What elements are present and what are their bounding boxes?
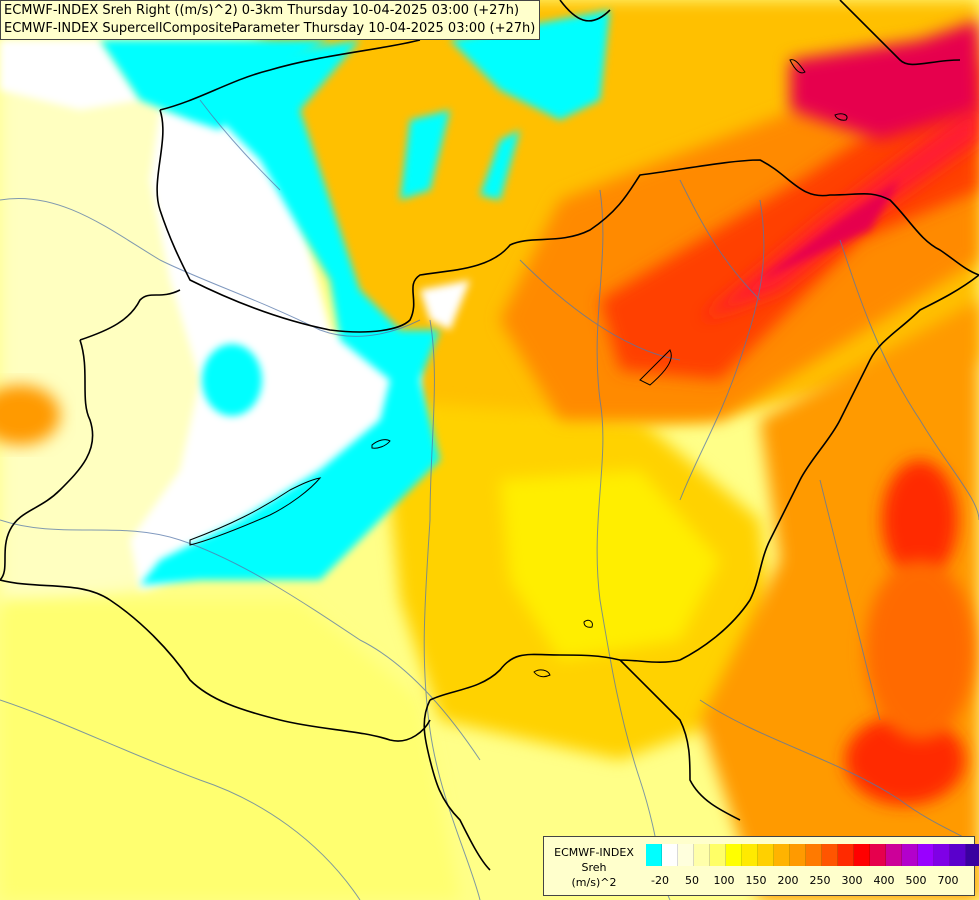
- cyan-streak-1: [400, 110, 450, 200]
- legend-swatch: [902, 844, 918, 866]
- legend-tick-label: 400: [873, 874, 895, 887]
- legend-tick-label: 50: [685, 874, 699, 887]
- legend-model: ECMWF-INDEX: [554, 846, 634, 859]
- legend-swatch: [710, 844, 726, 866]
- cyan-channel: [140, 40, 440, 585]
- lake-river-ne: [639, 349, 672, 386]
- legend-tick-labels: -20 50 100 150 200 250 300 400 500 700: [646, 874, 976, 888]
- border-east-1: [679, 274, 979, 661]
- legend-tick-label: 150: [745, 874, 767, 887]
- rivers: [0, 99, 979, 900]
- legend-color-bar: [646, 844, 979, 866]
- red-blob-east-2: [845, 715, 965, 805]
- color-legend: ECMWF-INDEX Sreh (m/s)^2 -20 50 100 150 200 2…: [543, 836, 979, 896]
- border-west-1: [0, 579, 431, 742]
- red-core-north: [600, 60, 979, 380]
- red-blob-east-1: [882, 460, 958, 580]
- lake-north: [789, 59, 806, 74]
- lake-balaton: [189, 477, 322, 546]
- legend-swatch: [934, 844, 950, 866]
- cyan-blob-west: [202, 344, 262, 416]
- legend-tick-label: -20: [651, 874, 669, 887]
- border-south-2: [423, 699, 491, 871]
- lake-small-1: [371, 439, 391, 449]
- border-southeast: [619, 659, 741, 821]
- crimson-core: [700, 100, 979, 320]
- lake-small-3: [583, 619, 593, 628]
- legend-tick-label: 300: [841, 874, 863, 887]
- legend-tick-label: 700: [937, 874, 959, 887]
- white-northwest: [0, 40, 140, 110]
- lake-small-2: [533, 669, 551, 678]
- legend-tick-label: 500: [905, 874, 927, 887]
- border-north-1: [156, 109, 979, 333]
- legend-tick-label: 200: [777, 874, 799, 887]
- legend-swatch: [966, 844, 979, 866]
- border-west-3: [0, 339, 94, 581]
- legend-swatch: [662, 844, 678, 866]
- legend-swatch: [726, 844, 742, 866]
- legend-swatch: [870, 844, 886, 866]
- border-west-2: [79, 289, 181, 341]
- magenta-core: [760, 180, 900, 280]
- legend-parameter: Sreh: [581, 861, 607, 874]
- legend-swatch: [742, 844, 758, 866]
- legend-swatch: [694, 844, 710, 866]
- legend-tick-label: 100: [713, 874, 735, 887]
- yellow-pocket: [500, 470, 720, 660]
- map-title-line-1: ECMWF-INDEX Sreh Right ((m/s)^2) 0-3km T…: [4, 3, 520, 18]
- legend-unit: (m/s)^2: [571, 876, 617, 889]
- legend-title: ECMWF-INDEX Sreh (m/s)^2: [544, 845, 644, 890]
- map-title-line-2: ECMWF-INDEX SupercellCompositeParameter …: [4, 21, 536, 36]
- legend-swatch: [758, 844, 774, 866]
- orange-spot-west: [0, 385, 60, 445]
- border-north-3: [559, 0, 611, 22]
- lake-north-2: [834, 113, 848, 121]
- legend-swatch: [918, 844, 934, 866]
- border-south-1: [429, 653, 681, 701]
- cyan-streak-2: [480, 130, 520, 200]
- legend-swatch: [806, 844, 822, 866]
- lakes: [189, 59, 848, 678]
- legend-swatch: [774, 844, 790, 866]
- border-north-2: [159, 39, 421, 111]
- legend-tick-label: 250: [809, 874, 831, 887]
- magenta-northeast: [790, 20, 979, 140]
- border-east-2: [839, 0, 961, 66]
- legend-swatch: [838, 844, 854, 866]
- legend-swatch: [678, 844, 694, 866]
- orange-blob-east: [865, 560, 975, 740]
- legend-swatch: [886, 844, 902, 866]
- legend-swatch: [854, 844, 870, 866]
- yellow-southwest: [0, 600, 460, 900]
- map-title-box: ECMWF-INDEX Sreh Right ((m/s)^2) 0-3km T…: [0, 0, 541, 40]
- legend-swatch: [822, 844, 838, 866]
- white-pocket: [420, 280, 470, 330]
- country-borders: [0, 0, 979, 871]
- legend-swatch: [790, 844, 806, 866]
- legend-swatch: [950, 844, 966, 866]
- legend-swatch: [646, 844, 662, 866]
